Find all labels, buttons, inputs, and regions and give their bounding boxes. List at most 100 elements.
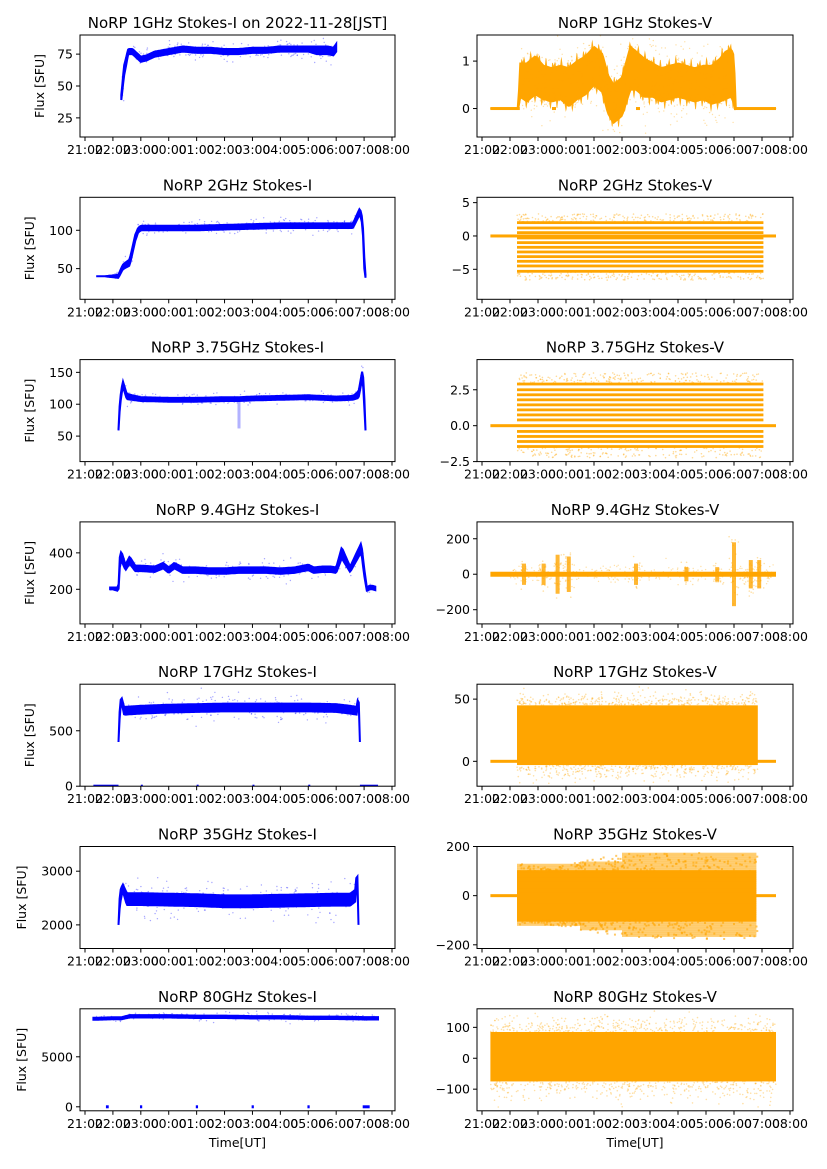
- data-point: [767, 580, 769, 582]
- data-point: [538, 454, 541, 456]
- data-point: [188, 221, 190, 224]
- data-point: [669, 219, 671, 222]
- data-point: [234, 232, 236, 235]
- data-point: [307, 218, 310, 220]
- data-point: [309, 399, 311, 402]
- data-point: [297, 397, 299, 399]
- data-point: [518, 273, 520, 276]
- plot-area: [490, 851, 776, 940]
- data-point: [139, 397, 141, 399]
- data-point: [140, 885, 142, 888]
- data-point: [667, 77, 670, 80]
- data-point: [353, 883, 356, 886]
- y-tick-label: 50: [57, 79, 73, 94]
- data-point: [563, 93, 565, 96]
- data-point: [662, 453, 665, 456]
- data-point: [615, 104, 617, 106]
- data-point: [130, 558, 132, 560]
- data-point: [136, 909, 138, 911]
- data-point: [241, 905, 243, 907]
- data-point: [534, 275, 537, 278]
- data-point: [252, 909, 255, 911]
- data-point: [635, 585, 638, 588]
- data-point: [265, 890, 267, 892]
- plot-area: [490, 372, 776, 459]
- data-point: [686, 702, 688, 704]
- data-point: [570, 456, 573, 459]
- x-tick-label: 07:00: [744, 142, 780, 157]
- data-point: [525, 376, 528, 379]
- data-point: [732, 54, 735, 56]
- data-point: [662, 99, 664, 102]
- data-point: [566, 770, 569, 773]
- data-point: [317, 704, 320, 706]
- data-point: [648, 454, 650, 457]
- data-point: [529, 703, 531, 705]
- data-point: [606, 770, 608, 772]
- data-point: [189, 395, 191, 398]
- data-point: [757, 568, 759, 570]
- data-point: [637, 574, 639, 577]
- data-point: [624, 772, 627, 774]
- data-point: [646, 373, 649, 376]
- data-point: [699, 446, 702, 448]
- data-point: [605, 380, 608, 382]
- data-point: [516, 699, 519, 702]
- data-point: [705, 77, 707, 80]
- data-point: [642, 765, 644, 767]
- data-point: [526, 217, 529, 219]
- data-point: [347, 394, 349, 396]
- data-point: [285, 393, 287, 395]
- data-point: [637, 60, 639, 62]
- data-point: [679, 774, 681, 776]
- data-point: [574, 373, 577, 375]
- data-point: [202, 892, 204, 894]
- data-point: [754, 215, 757, 218]
- data-point: [528, 79, 530, 81]
- data-point: [216, 899, 218, 901]
- data-point: [155, 567, 158, 570]
- data-point: [651, 774, 654, 777]
- data-point: [734, 91, 736, 93]
- data-point: [619, 766, 621, 768]
- data-point: [734, 270, 737, 273]
- x-tick-label: 08:00: [772, 629, 808, 644]
- data-point: [258, 51, 260, 53]
- data-point: [139, 570, 141, 572]
- data-point: [639, 68, 641, 70]
- data-point: [618, 700, 621, 702]
- data-point: [237, 691, 240, 693]
- data-point: [306, 564, 308, 566]
- x-tick-label: 04:00: [262, 954, 298, 969]
- data-point: [560, 218, 562, 221]
- data-point: [549, 574, 551, 576]
- data-point: [300, 394, 302, 396]
- data-point: [592, 452, 595, 454]
- data-point: [525, 277, 527, 279]
- data-point: [258, 226, 260, 229]
- data-point: [581, 767, 583, 770]
- data-point: [118, 425, 120, 428]
- data-point: [280, 718, 282, 721]
- data-point: [536, 94, 538, 96]
- x-tick-label: 06:00: [716, 791, 752, 806]
- data-point: [719, 577, 721, 580]
- data-point: [544, 87, 546, 89]
- data-point: [267, 47, 269, 49]
- data-point: [212, 41, 214, 43]
- x-tick-label: 22:00: [492, 142, 528, 157]
- data-point: [624, 456, 627, 459]
- data-point: [680, 86, 682, 88]
- data-point: [244, 899, 247, 901]
- data-point: [155, 227, 157, 229]
- data-point: [338, 560, 340, 562]
- data-point: [355, 218, 358, 220]
- data-point: [287, 230, 289, 232]
- data-point: [684, 771, 686, 774]
- data-point: [550, 451, 553, 454]
- data-point: [639, 568, 641, 570]
- data-point: [596, 51, 598, 54]
- data-point: [288, 227, 290, 229]
- data-point: [565, 768, 567, 771]
- data-point: [237, 572, 239, 574]
